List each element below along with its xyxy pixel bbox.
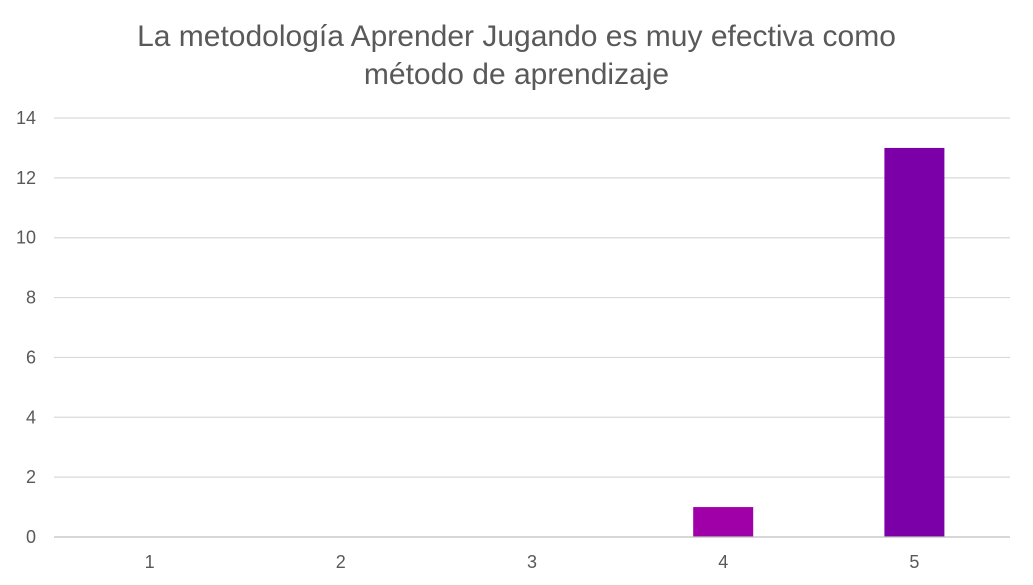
y-tick-label: 14	[16, 108, 36, 128]
y-tick-label: 2	[26, 467, 36, 487]
x-tick-label: 5	[909, 552, 919, 572]
y-tick-label: 0	[26, 527, 36, 547]
x-tick-label: 2	[336, 552, 346, 572]
bar-4	[693, 507, 754, 537]
y-tick-label: 4	[26, 407, 36, 427]
y-tick-label: 12	[16, 168, 36, 188]
x-tick-label: 1	[145, 552, 155, 572]
y-tick-label: 8	[26, 288, 36, 308]
chart-title-line-2: método de aprendizaje	[363, 58, 670, 91]
x-tick-label: 3	[527, 552, 537, 572]
y-tick-label: 10	[16, 228, 36, 248]
y-tick-label: 6	[26, 347, 36, 367]
chart-title: La metodología Aprender Jugando es muy e…	[0, 18, 1033, 94]
bar-5	[884, 147, 945, 537]
x-tick-label: 4	[718, 552, 728, 572]
chart-title-line-1: La metodología Aprender Jugando es muy e…	[137, 20, 896, 53]
